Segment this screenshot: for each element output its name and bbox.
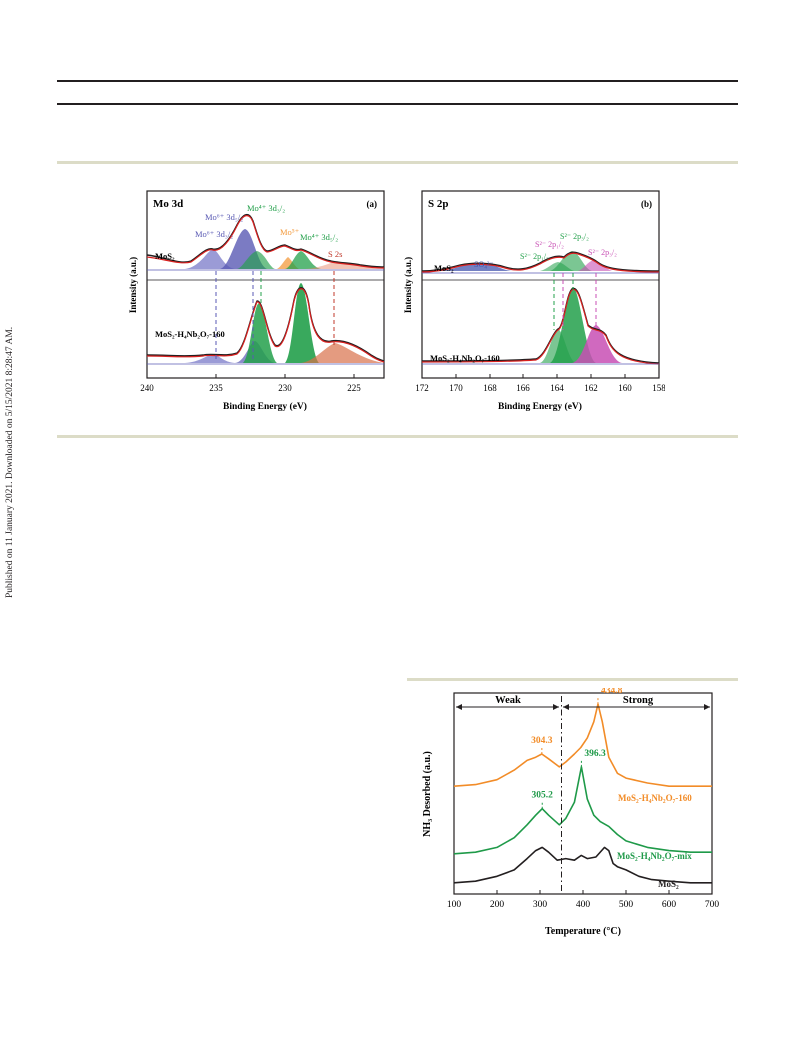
so4-peak-top: [440, 263, 512, 271]
panel-b-xlabel: Binding Energy (eV): [498, 401, 582, 412]
side-note-text: Published on 11 January 2021. Downloaded…: [5, 326, 15, 598]
panel-b-title: S 2p: [428, 198, 449, 210]
tpd-series-line-1: [453, 766, 712, 855]
weak-arrow-head-right: [553, 704, 559, 710]
mo4-32-peak-top: [237, 251, 275, 269]
tpd-figure-rule: [407, 678, 738, 681]
legend-mos2-h4nb2o7-mix: MoS₂-H₄Nb₂O₇-mix: [617, 851, 692, 861]
nh3-tpd-chart: 100 200 300 400 500 600 700 434.8 304.3 396.3 305…: [422, 688, 720, 937]
strong-arrow-head-left: [563, 704, 569, 710]
panel-b-tick-168: 168: [483, 383, 497, 393]
label-so4: SO₄²⁻: [474, 260, 494, 269]
panel-b-tick-172: 172: [415, 383, 429, 393]
publication-side-note: Published on 11 January 2021. Downloaded…: [5, 298, 19, 598]
s2p-bottom-raw: [421, 287, 660, 364]
panel-a-frame: [146, 190, 385, 379]
header-rule-bottom: [57, 103, 738, 105]
tpd-series-line-2: [453, 846, 712, 884]
x-tick-label: 400: [576, 900, 591, 910]
strong-label: Strong: [623, 695, 654, 706]
panel-a-xlabel: Binding Energy (eV): [223, 401, 307, 412]
mo3d-top-fit: [146, 215, 385, 269]
xps-panel-a: 240 235 230 225 Binding Energy (eV) Inte…: [128, 190, 385, 412]
mo6-32-peak-top: [185, 249, 235, 269]
panel-a-sample-bottom: MoS₂-H₄Nb₂O₇-160: [155, 329, 225, 339]
panel-b-ylabel: Intensity (a.u.): [403, 257, 413, 313]
panel-a-tick-240: 240: [140, 383, 154, 393]
panel-b-sample-top: MoS₂: [434, 263, 454, 273]
peak-label: 304.3: [531, 736, 553, 746]
mo4-52-peak-bottom: [285, 283, 319, 363]
peak-label: 434.8: [601, 688, 623, 696]
tpd-xlabel: Temperature (°C): [545, 926, 621, 937]
strong-arrow-head-right: [704, 704, 710, 710]
legend-mos2: MoS₂: [658, 879, 679, 889]
mo6-32-peak-bottom: [185, 354, 235, 363]
label-s2p32: S²⁻ 2p₃/₂: [560, 232, 589, 241]
panel-b-tick-162: 162: [584, 383, 598, 393]
figure-top-rule: [57, 161, 738, 164]
panel-a-tick-230: 230: [278, 383, 292, 393]
panel-b-sample-bottom: MoS₂-H₄Nb₂O₇-160: [430, 353, 500, 363]
s2p-bottom-fit: [421, 288, 660, 365]
mo4-32-peak-bottom: [243, 303, 277, 363]
x-tick-label: 200: [490, 900, 505, 910]
mo3d-top-raw: [146, 214, 385, 268]
panel-b-tick-166: 166: [516, 383, 530, 393]
panel-b-tick-160: 160: [618, 383, 632, 393]
label-mo4-32: Mo⁴⁺ 3d₃/₂: [247, 203, 285, 213]
weak-label: Weak: [495, 695, 521, 706]
panel-a-tag: (a): [367, 199, 378, 209]
x-tick-label: 500: [619, 900, 634, 910]
header-rule-top: [57, 80, 738, 82]
s2p-top-fit: [421, 252, 660, 273]
mo3d-bottom-fit: [146, 288, 385, 363]
label-s2s: S 2s: [328, 249, 342, 259]
panel-b-frame: [421, 190, 660, 379]
panel-a-tick-225: 225: [347, 383, 361, 393]
s2p-top-raw: [421, 251, 660, 272]
xps-panel-b: 172 170 168 166 164 162 160 158 Binding …: [403, 190, 665, 412]
legend-mos2-h4nb2o7-160: MoS₂-H₄Nb₂O₇-160: [618, 793, 692, 803]
panel-a-title: Mo 3d: [153, 198, 183, 210]
figure-bottom-rule: [57, 435, 738, 438]
peak-label: 305.2: [532, 791, 554, 801]
weak-arrow-head-left: [456, 704, 462, 710]
s2p-b-peak-top: [578, 260, 612, 271]
label-mo6-32: Mo⁶⁺ 3d₃/₂: [195, 229, 233, 239]
panel-a-tick-235: 235: [209, 383, 223, 393]
panel-b-tick-158: 158: [652, 383, 665, 393]
label-mo6-52: Mo⁶⁺ 3d₅/₂: [205, 212, 243, 222]
label-s2p12-b: S²⁻ 2p₁/₂: [535, 240, 564, 249]
x-tick-label: 700: [705, 900, 720, 910]
panel-b-tick-170: 170: [449, 383, 463, 393]
peak-label: 396.3: [584, 749, 606, 759]
x-tick-label: 100: [447, 900, 462, 910]
mo4-52-peak-top: [285, 251, 321, 269]
panel-b-tick-164: 164: [550, 383, 564, 393]
tpd-series-line-0: [453, 703, 712, 787]
label-s2p12-a: S²⁻ 2p₁/₂: [520, 252, 549, 261]
panel-a-ylabel: Intensity (a.u.): [128, 257, 138, 313]
x-tick-label: 600: [662, 900, 677, 910]
panel-a-sample-top: MoS₂: [155, 251, 175, 261]
label-mo4-52: Mo⁴⁺ 3d₅/₂: [300, 232, 338, 242]
label-mo5: Mo⁵⁺: [280, 227, 300, 237]
label-s2p32-b: S²⁻ 2p₃/₂: [588, 248, 617, 257]
s2p32-peak-bottom: [550, 287, 596, 363]
x-tick-label: 300: [533, 900, 548, 910]
s2s-peak-bottom: [301, 343, 384, 363]
s2p-b-peak-bottom: [572, 325, 622, 363]
panel-b-tag: (b): [641, 199, 652, 209]
tpd-ylabel: NH₃ Desorbed (a.u.): [422, 751, 433, 837]
s2p32-peak-top: [550, 251, 592, 271]
